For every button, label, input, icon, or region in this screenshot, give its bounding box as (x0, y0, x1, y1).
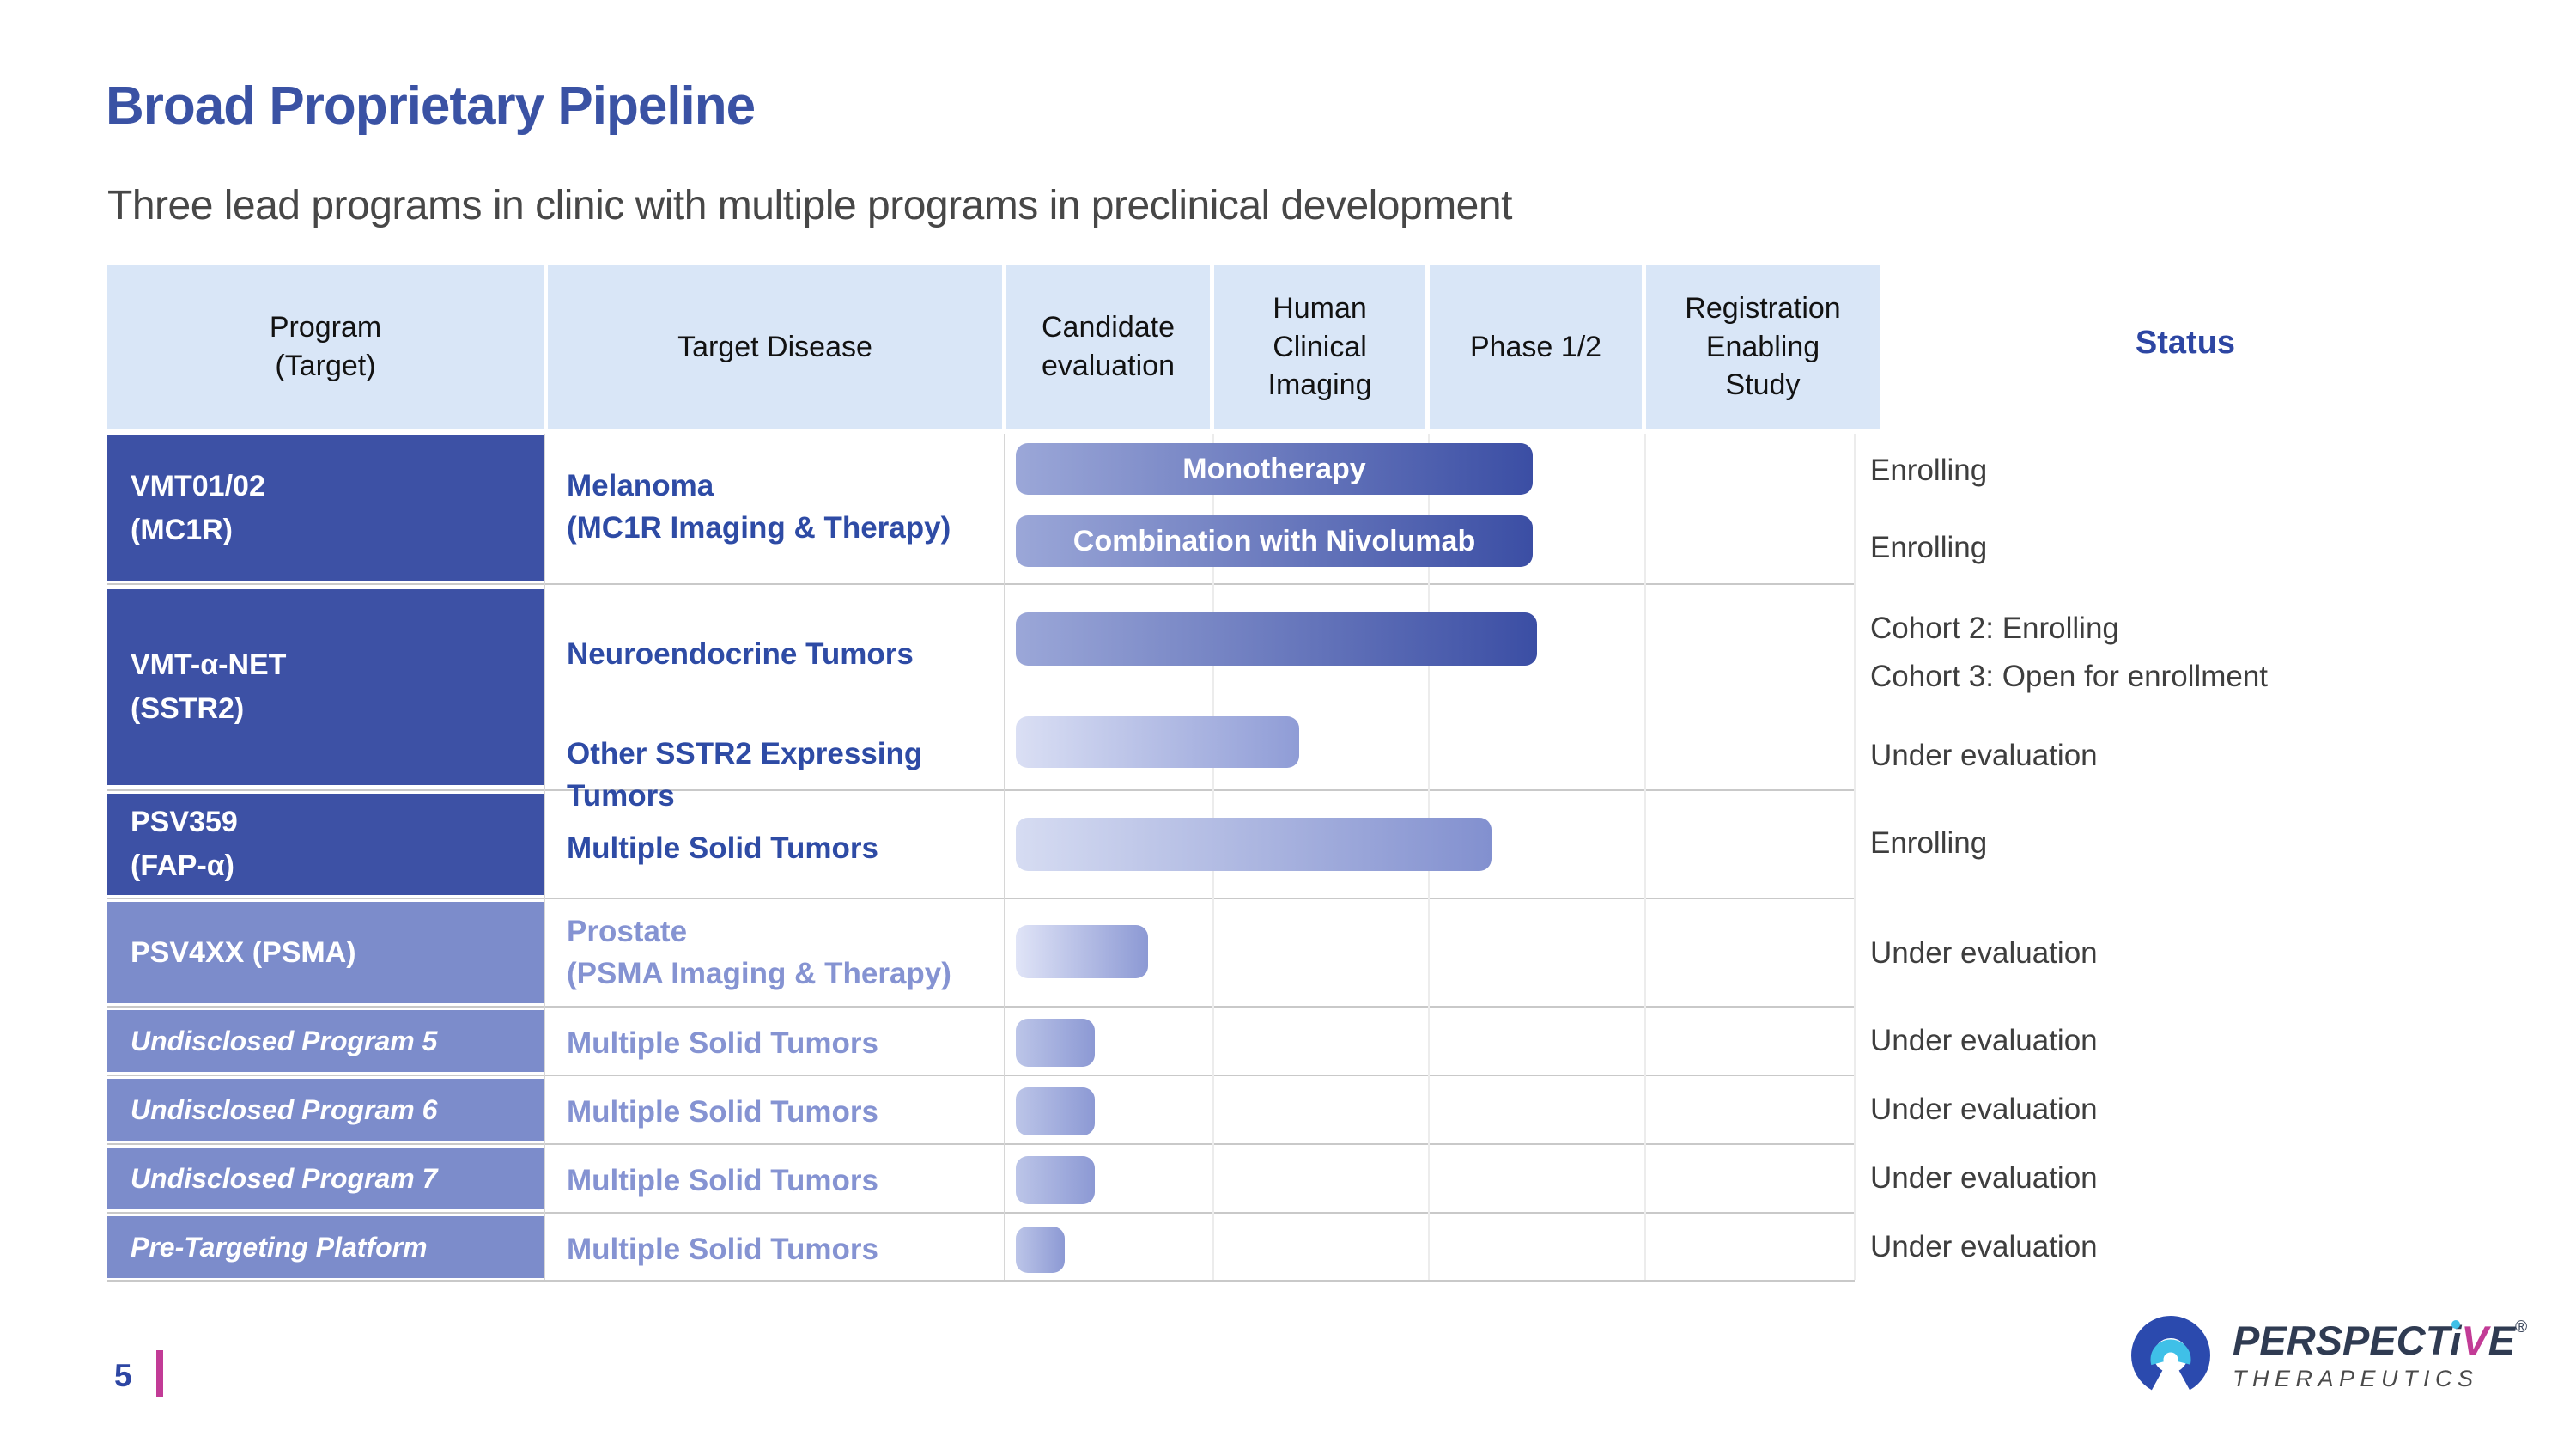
column-divider (544, 434, 545, 1280)
status-text: Cohort 3: Open for enrollment (1870, 660, 2269, 693)
table-right-edge (1854, 434, 1856, 1280)
pipeline-bar-psv4xx (1016, 925, 1148, 978)
status-text: Under evaluation (1870, 1161, 2098, 1195)
status-text: Under evaluation (1870, 936, 2098, 970)
pipeline-bar-undisclosed-6 (1016, 1087, 1095, 1135)
logo-i-dot-icon (2451, 1320, 2461, 1329)
status-text: Cohort 2: Enrolling (1870, 612, 2119, 645)
disease-melanoma: Melanoma (MC1R Imaging & Therapy) (567, 469, 951, 545)
program-cell-undisclosed-5: Undisclosed Program 5 (107, 1010, 544, 1072)
disease-multiple-solid-tumors: Multiple Solid Tumors (567, 1026, 878, 1060)
status-text: Under evaluation (1870, 1024, 2098, 1057)
pipeline-bar-neuroendocrine (1016, 612, 1537, 666)
column-header-program: Program (Target) (107, 265, 544, 429)
column-header-registration-enabling-study: Registration Enabling Study (1646, 265, 1880, 429)
pipeline-bar-psv359 (1016, 818, 1492, 871)
logo-subtext: THERAPEUTICS (2233, 1366, 2479, 1391)
program-cell-vmt01-02: VMT01/02 (MC1R) (107, 435, 544, 581)
logo-word-perspective: PERSPECTi VE® (2233, 1319, 2527, 1361)
registered-mark: ® (2515, 1318, 2528, 1336)
perspective-logo-mark-icon (2131, 1316, 2210, 1395)
program-cell-psv359: PSV359 (FAP-α) (107, 794, 544, 895)
status-text: Under evaluation (1870, 739, 2098, 772)
pipeline-bar-undisclosed-7 (1016, 1156, 1095, 1204)
status-text: Enrolling (1870, 454, 1988, 487)
page-number: 5 (114, 1358, 132, 1393)
disease-multiple-solid-tumors: Multiple Solid Tumors (567, 1164, 878, 1197)
pipeline-bar-undisclosed-5 (1016, 1019, 1095, 1067)
page-number-divider (156, 1350, 163, 1397)
row-divider (107, 789, 1855, 791)
page-subtitle: Three lead programs in clinic with multi… (107, 183, 1512, 228)
disease-other-sstr2: Other SSTR2 Expressing Tumors (567, 737, 923, 813)
disease-neuroendocrine: Neuroendocrine Tumors (567, 637, 914, 671)
pipeline-bar-combination-nivolumab: Combination with Nivolumab (1016, 515, 1533, 567)
page-title: Broad Proprietary Pipeline (106, 76, 756, 136)
logo-letter-i: i (2450, 1318, 2462, 1363)
logo-wordmark: PERSPECTi VE® THERAPEUTICS (2233, 1314, 2527, 1392)
disease-multiple-solid-tumors: Multiple Solid Tumors (567, 1233, 878, 1266)
pipeline-bar-pre-targeting (1016, 1227, 1065, 1273)
column-header-candidate-evaluation: Candidate evaluation (1006, 265, 1210, 429)
column-divider (1004, 434, 1005, 1280)
disease-multiple-solid-tumors: Multiple Solid Tumors (567, 1095, 878, 1129)
status-text: Enrolling (1870, 826, 1988, 860)
disease-multiple-solid-tumors: Multiple Solid Tumors (567, 831, 878, 865)
row-divider (107, 1006, 1855, 1008)
column-header-status: Status (2135, 325, 2236, 361)
row-divider (107, 898, 1855, 899)
column-header-human-clinical-imaging: Human Clinical Imaging (1214, 265, 1425, 429)
pipeline-bar-monotherapy: Monotherapy (1016, 443, 1533, 495)
row-divider (107, 1212, 1855, 1214)
program-cell-undisclosed-7: Undisclosed Program 7 (107, 1148, 544, 1209)
status-text: Under evaluation (1870, 1230, 2098, 1263)
program-cell-undisclosed-6: Undisclosed Program 6 (107, 1079, 544, 1141)
company-logo: PERSPECTi VE® THERAPEUTICS (2128, 1314, 2527, 1400)
row-divider (107, 1280, 1855, 1282)
logo-letter-e: E (2488, 1318, 2516, 1363)
program-cell-vmt-alpha-net: VMT-α-NET (SSTR2) (107, 589, 544, 785)
program-cell-psv4xx: PSV4XX (PSMA) (107, 902, 544, 1003)
pipeline-bar-other-sstr2 (1016, 716, 1299, 768)
column-divider (1644, 434, 1646, 1280)
row-divider (107, 583, 1855, 585)
column-header-phase-1-2: Phase 1/2 (1430, 265, 1642, 429)
logo-letter-v: V (2461, 1318, 2488, 1363)
status-text: Enrolling (1870, 531, 1988, 564)
logo-word-pre: PERSPECT (2233, 1318, 2451, 1363)
column-header-target-disease: Target Disease (548, 265, 1002, 429)
row-divider (107, 1143, 1855, 1145)
status-text: Under evaluation (1870, 1093, 2098, 1126)
disease-prostate: Prostate (PSMA Imaging & Therapy) (567, 915, 951, 990)
program-cell-pre-targeting: Pre-Targeting Platform (107, 1216, 544, 1278)
row-divider (107, 1075, 1855, 1076)
